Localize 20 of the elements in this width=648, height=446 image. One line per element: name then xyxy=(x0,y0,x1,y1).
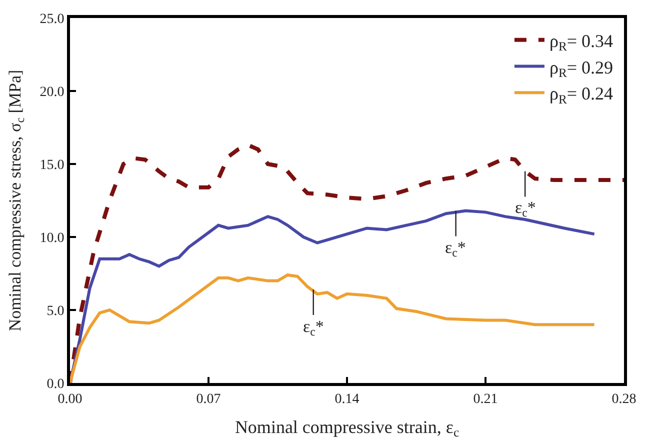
x-tick-label: 0.07 xyxy=(196,392,221,407)
x-tick-label: 0.14 xyxy=(334,392,360,407)
y-tick-label: 5.0 xyxy=(46,304,64,319)
x-axis-title: Nominal compressive strain, ε$_{c}$ xyxy=(234,416,460,440)
legend-label: ρ$_{R}$= 0.29 xyxy=(549,57,614,80)
y-tick-label: 10.0 xyxy=(40,230,64,246)
y-tick-label: 15.0 xyxy=(40,158,64,173)
y-tick-label: 0.0 xyxy=(46,376,64,392)
x-tick-label: 0.00 xyxy=(58,392,82,407)
line-series xyxy=(70,143,624,383)
annotation: ε$_{c}$* xyxy=(515,198,536,220)
legend-label: ρ$_{R}$= 0.34 xyxy=(549,30,614,54)
y-tick-label: 20.0 xyxy=(40,84,64,100)
x-tick-label: 0.28 xyxy=(612,392,636,407)
y-tick-label: 25.0 xyxy=(40,12,64,27)
annotation: ε$_{c}$* xyxy=(445,238,466,260)
x-tick-label: 0.21 xyxy=(473,392,498,407)
line-series xyxy=(70,273,596,383)
annotation: ε$_{c}$* xyxy=(303,317,324,339)
legend-label: ρ$_{R}$= 0.24 xyxy=(549,84,614,106)
